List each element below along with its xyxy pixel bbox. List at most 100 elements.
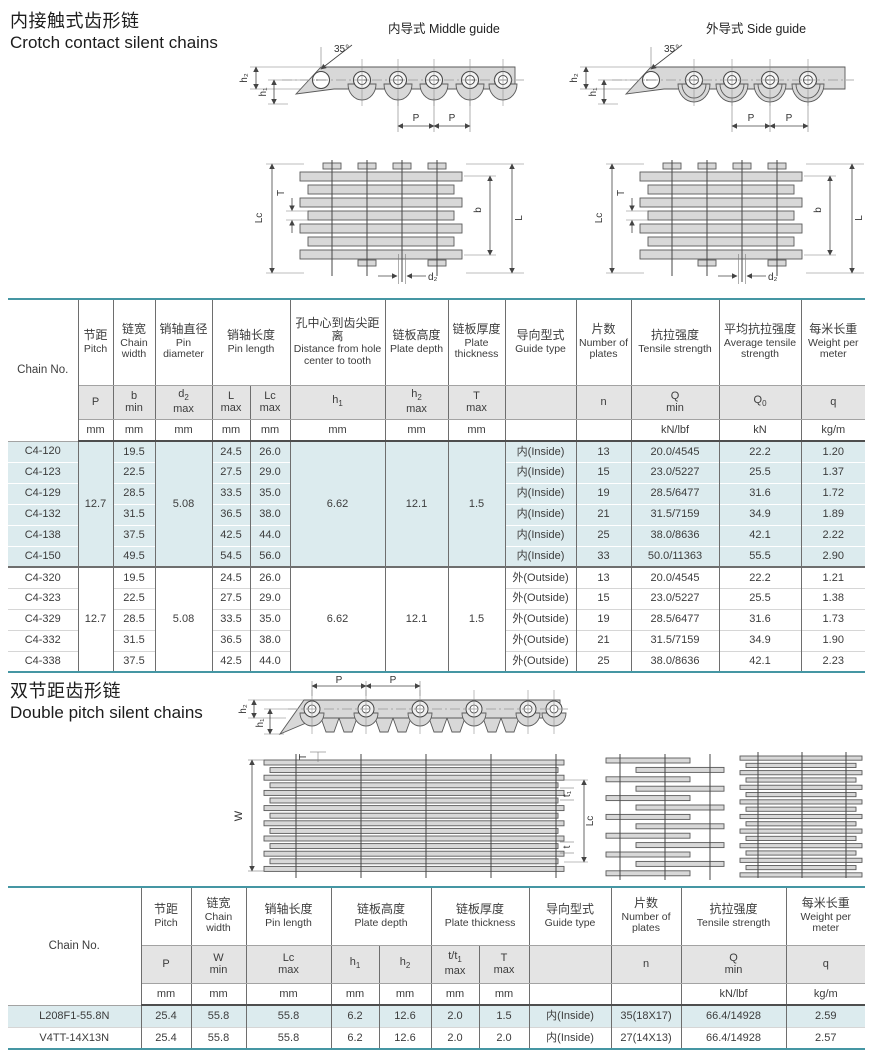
symbol-cell: d2 max	[154, 385, 213, 420]
dim-h2-label: h₂	[238, 704, 249, 714]
table-row: C4-338 37.5 42.5 44.0 外(Outside) 25 38.0/8636 4…	[8, 650, 866, 672]
dim-t-label: T	[298, 754, 309, 760]
crotch-contact-spec-table: Chain No. 节距 Pitch 链宽 Chain width 销轴直径 Pin dia…	[8, 298, 866, 673]
symbol-cell: q	[785, 945, 866, 984]
header-cell: 片数 Number of plates	[610, 887, 682, 946]
cell: 27(14X13)	[610, 1026, 682, 1049]
plate-bar	[745, 792, 857, 798]
cell: 27.5	[211, 461, 251, 483]
header-cell: 链板厚度 Plate thickness	[447, 299, 506, 386]
cell: 20.0/4545	[630, 441, 720, 462]
plate-bar	[263, 820, 565, 827]
cell: 24.5	[211, 566, 251, 588]
cell: 29.0	[249, 461, 291, 483]
cell: 12.1	[384, 566, 449, 672]
plate-bar	[605, 795, 691, 802]
cell: 1.38	[800, 587, 866, 609]
plate-bar	[263, 835, 565, 842]
cell: 31.6	[718, 482, 802, 504]
cell: 31.5	[112, 629, 156, 651]
section1-title: 内接触式齿形链 Crotch contact silent chains	[10, 10, 218, 53]
cell: 38.0	[249, 629, 291, 651]
cell: 42.1	[718, 524, 802, 546]
table-row: C4-123 22.5 27.5 29.0 内(Inside) 15 23.0/5227 25…	[8, 461, 866, 483]
cell: 1.20	[800, 441, 866, 462]
plate-bar	[639, 249, 803, 260]
cell: 35(18X17)	[610, 1005, 682, 1027]
cell: 15	[575, 461, 632, 483]
cell: 36.5	[211, 629, 251, 651]
symbol-cell: Lc max	[245, 945, 332, 984]
cell: 2.90	[800, 545, 866, 567]
cell: 26.0	[249, 441, 291, 462]
dim-d2-label: d₂	[768, 272, 778, 283]
cell: 5.08	[154, 566, 213, 672]
table-row: C4-329 28.5 33.5 35.0 外(Outside) 19 28.5/6477 3…	[8, 608, 866, 630]
cell: 44.0	[249, 524, 291, 546]
cell: 50.0/11363	[630, 545, 720, 567]
cell: 1.72	[800, 482, 866, 504]
cell: 25.4	[140, 1026, 192, 1049]
unit-cell: mm	[154, 419, 213, 442]
cell: 12.1	[384, 441, 449, 567]
header-cell: 孔中心到齿尖距离 Distance from hole center to too…	[289, 299, 386, 386]
symbol-cell: Q0	[718, 385, 802, 420]
cell: C4-329	[8, 608, 79, 630]
plate-bar	[745, 835, 857, 841]
cell: 66.4/14928	[680, 1026, 787, 1049]
cell: C4-338	[8, 650, 79, 672]
table-row: C4-132 31.5 36.5 38.0 内(Inside) 21 31.5/7159 34…	[8, 503, 866, 525]
cell: 2.22	[800, 524, 866, 546]
cell: 23.0/5227	[630, 587, 720, 609]
unit-cell: mm	[78, 419, 114, 442]
cell: 外(Outside)	[504, 629, 577, 651]
cell: 28.5/6477	[630, 482, 720, 504]
cell: 56.0	[249, 545, 291, 567]
unit-cell: mm	[190, 983, 247, 1006]
table-row: Chain No. 节距 Pitch 链宽 Chain width 销轴长度 Pin len…	[8, 887, 866, 1006]
dim-h1-label: h₁	[588, 87, 599, 97]
cell: 6.62	[289, 441, 386, 567]
plate-bar	[269, 767, 559, 774]
plate-bar	[639, 223, 803, 234]
cell: 外(Outside)	[504, 608, 577, 630]
cell: 19	[575, 482, 632, 504]
plate-bar	[739, 755, 863, 761]
cell: 内(Inside)	[504, 482, 577, 504]
plate-bar	[269, 797, 559, 804]
lacing-pattern-diagram-1	[605, 754, 725, 880]
unit-cell: kN/lbf	[630, 419, 720, 442]
dim-t-small-label: t	[562, 845, 573, 848]
dim-h1-label: h₁	[255, 718, 266, 728]
plate-bar	[635, 766, 725, 773]
plate-bar	[635, 842, 725, 849]
cell: 25.4	[140, 1005, 192, 1027]
cell: 49.5	[112, 545, 156, 567]
header-cell: 抗拉强度 Tensile strength	[680, 887, 787, 946]
unit-cell: kN	[718, 419, 802, 442]
header-cell: 抗拉强度 Tensile strength	[630, 299, 720, 386]
unit-cell: kg/m	[800, 419, 866, 442]
plate-bar	[745, 777, 857, 783]
section2-title-en: Double pitch silent chains	[10, 702, 203, 722]
unit-cell	[528, 983, 612, 1006]
plate-bar	[745, 850, 857, 856]
cell: 1.89	[800, 503, 866, 525]
header-cell: 节距 Pitch	[77, 299, 114, 386]
cell: 55.8	[190, 1026, 247, 1049]
symbol-cell: P	[78, 385, 114, 420]
plate-bar	[263, 774, 565, 781]
plate-bar	[307, 184, 455, 195]
symbol-cell: P	[141, 945, 192, 984]
unit-cell: mm	[245, 983, 332, 1006]
cell: 55.8	[190, 1005, 247, 1027]
cell: 66.4/14928	[680, 1005, 787, 1027]
cell: 44.0	[249, 650, 291, 672]
cell: 20.0/4545	[630, 566, 720, 588]
cell: 22.2	[718, 566, 802, 588]
